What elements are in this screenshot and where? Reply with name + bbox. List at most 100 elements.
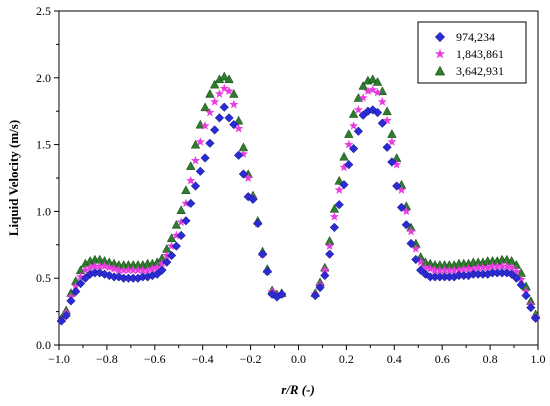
data-point <box>176 230 186 241</box>
data-point <box>114 265 124 275</box>
data-point <box>210 97 220 106</box>
data-point <box>454 265 464 275</box>
data-point <box>162 257 172 267</box>
data-point <box>224 113 234 123</box>
x-axis-label: r/R (-) <box>281 382 315 397</box>
data-point <box>349 121 359 130</box>
data-point <box>387 157 397 167</box>
data-point <box>320 265 330 275</box>
data-point <box>186 175 196 185</box>
y-tick-label: 1.5 <box>36 138 51 152</box>
data-point <box>157 265 167 275</box>
data-point <box>224 86 234 96</box>
data-point <box>411 244 421 253</box>
data-point <box>56 316 67 326</box>
data-point <box>253 218 263 229</box>
y-axis: 0.0 0.5 1.0 1.5 2.0 2.5 <box>36 4 59 352</box>
y-tick-label: 2.0 <box>36 71 51 85</box>
data-point <box>238 169 249 179</box>
data-point <box>233 150 244 160</box>
series-layer <box>56 71 541 326</box>
data-point <box>61 310 71 321</box>
y-tick-label: 2.5 <box>36 4 51 18</box>
legend-marker-triangle <box>434 65 446 76</box>
data-point <box>75 278 86 289</box>
data-point <box>502 261 512 271</box>
data-point <box>205 107 215 117</box>
data-point <box>344 159 354 170</box>
data-point <box>181 198 191 208</box>
data-point <box>310 290 320 301</box>
x-tick-label: 0.0 <box>291 352 306 366</box>
data-point <box>171 241 182 251</box>
legend-label: 1,843,861 <box>456 47 504 61</box>
data-point <box>80 265 90 275</box>
data-point <box>229 119 239 130</box>
y-tick-label: 0.5 <box>36 271 51 285</box>
data-point <box>463 264 474 273</box>
legend-label: 3,642,931 <box>456 64 504 78</box>
data-point <box>171 219 182 229</box>
data-point <box>401 220 411 230</box>
data-point <box>167 241 177 251</box>
data-point <box>262 266 273 277</box>
data-point <box>492 261 502 271</box>
data-point <box>478 262 488 272</box>
data-point <box>382 142 392 152</box>
data-point <box>186 161 196 170</box>
legend: 974,234 1,843,861 3,642,931 <box>417 21 527 84</box>
data-point <box>229 89 239 98</box>
data-point <box>152 262 162 272</box>
data-point <box>200 102 210 112</box>
data-point <box>109 264 119 273</box>
data-point <box>238 149 248 158</box>
data-point <box>530 313 541 323</box>
data-point <box>382 115 392 125</box>
x-tick-label: −0.6 <box>144 352 166 366</box>
data-point <box>181 185 191 194</box>
data-point <box>406 238 416 249</box>
data-point <box>190 139 201 149</box>
data-point <box>483 262 493 272</box>
data-point <box>334 200 344 210</box>
data-point <box>243 173 253 182</box>
data-point <box>502 268 512 278</box>
data-point <box>358 93 368 102</box>
data-point <box>195 137 205 146</box>
data-point <box>176 205 186 214</box>
legend-marker-star <box>434 48 446 59</box>
x-tick-label: −0.2 <box>240 352 262 366</box>
data-point <box>511 273 522 283</box>
data-point <box>186 198 196 209</box>
series-diamond <box>56 102 541 326</box>
x-axis: −1.0 −0.8 −0.6 −0.4 −0.2 0.0 0.2 0.4 0.6 0.8 1.0 <box>48 345 546 366</box>
data-point <box>468 264 478 273</box>
data-point <box>511 266 522 276</box>
data-point <box>339 162 349 172</box>
data-point <box>205 138 215 148</box>
data-point <box>344 139 354 149</box>
data-point <box>162 250 172 260</box>
data-point <box>372 107 383 118</box>
data-point <box>473 262 483 272</box>
data-point <box>75 272 86 281</box>
data-point <box>368 85 378 94</box>
data-point <box>401 206 411 216</box>
data-point <box>516 274 526 284</box>
data-point <box>526 302 536 313</box>
x-tick-label: 1.0 <box>531 352 546 366</box>
data-point <box>71 281 81 291</box>
data-point <box>363 86 373 96</box>
data-point <box>195 119 206 129</box>
data-point <box>224 74 234 84</box>
data-point <box>377 97 387 106</box>
data-point <box>248 194 258 205</box>
data-point <box>200 121 210 130</box>
data-point <box>348 143 359 154</box>
data-point <box>430 265 440 275</box>
data-point <box>166 250 177 261</box>
data-point <box>119 265 129 275</box>
data-point <box>85 262 95 272</box>
data-point <box>257 249 268 259</box>
data-point <box>190 155 201 165</box>
